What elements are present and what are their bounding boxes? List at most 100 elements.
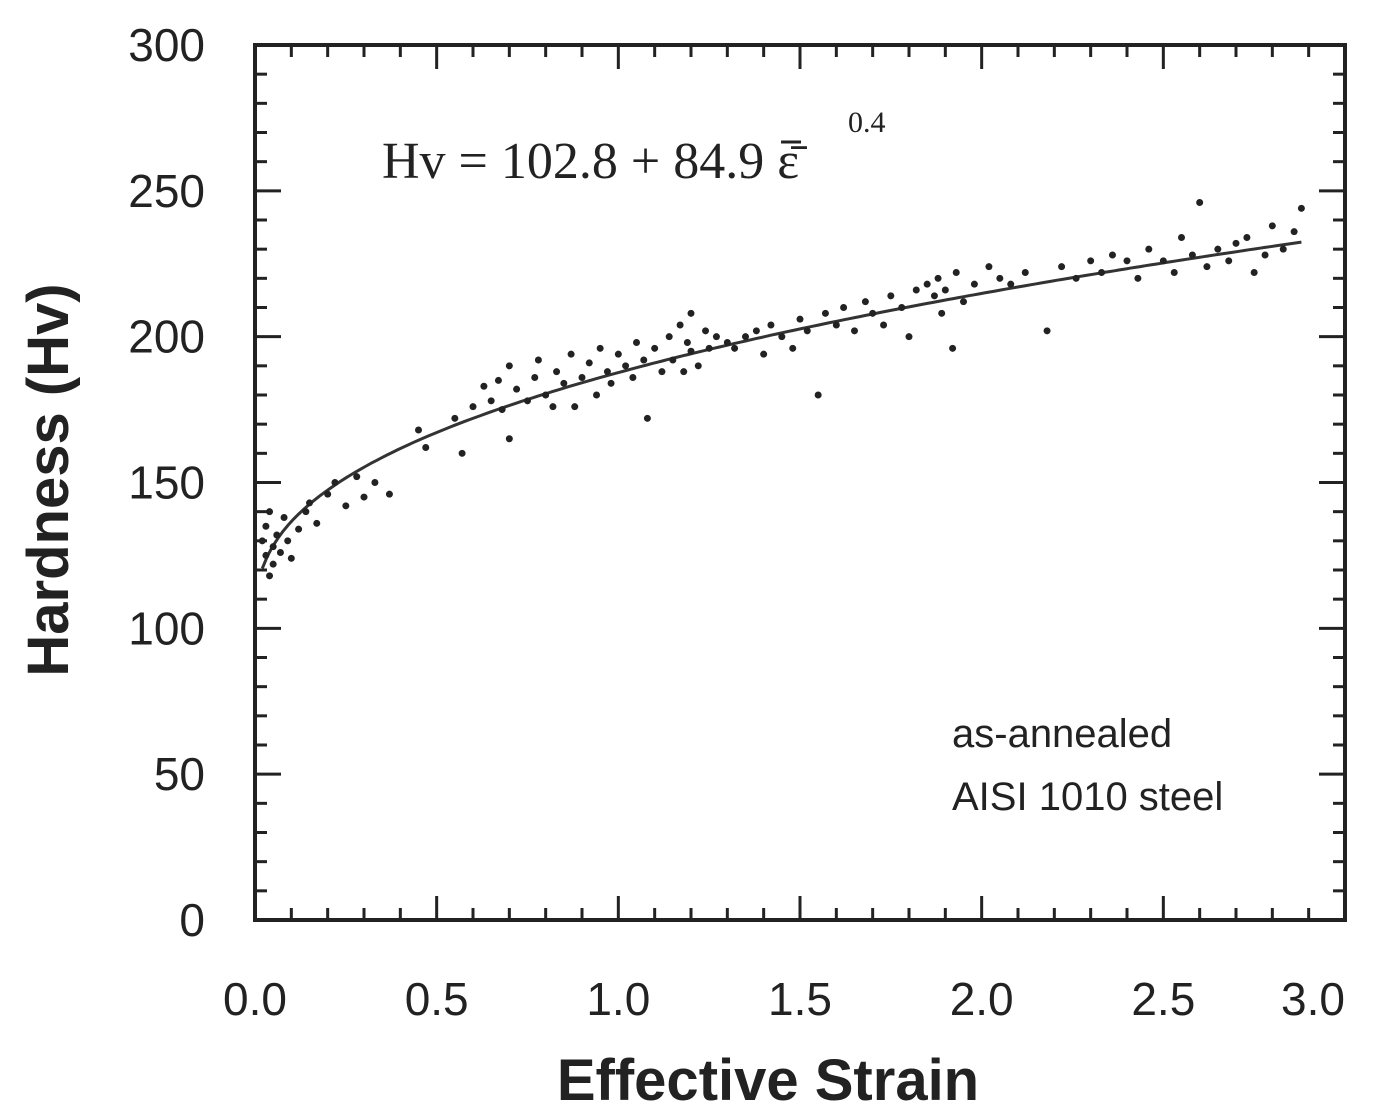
data-point: [1232, 239, 1240, 247]
data-point: [680, 368, 688, 376]
equation-label: Hv = 102.8 + 84.9 ε̄: [382, 133, 807, 190]
data-point: [578, 374, 586, 381]
data-point: [1290, 228, 1298, 236]
data-point: [302, 508, 310, 516]
data-point: [851, 327, 858, 335]
data-point: [930, 292, 938, 300]
data-point: [360, 493, 368, 501]
data-point: [487, 397, 495, 405]
annotation-line-2: AISI 1010 steel: [952, 775, 1223, 819]
data-point: [549, 403, 557, 411]
data-point: [869, 309, 877, 317]
data-point: [371, 479, 379, 486]
x-tick-label: 1.0: [586, 973, 650, 1025]
data-point: [287, 554, 295, 562]
data-point: [832, 321, 840, 329]
data-point: [480, 382, 488, 390]
data-point: [1170, 269, 1178, 276]
data-point: [760, 350, 768, 358]
data-point: [306, 499, 313, 507]
data-point: [633, 339, 640, 346]
data-point: [1268, 222, 1276, 230]
data-point: [1225, 257, 1233, 265]
data-point: [934, 274, 942, 282]
data-point: [269, 543, 277, 551]
data-point: [938, 309, 946, 317]
data-point: [803, 327, 811, 335]
data-point: [712, 333, 720, 341]
data-point: [898, 304, 906, 311]
data-points: [258, 199, 1305, 580]
data-point: [669, 356, 677, 364]
y-tick-label: 150: [128, 457, 205, 509]
data-point: [880, 321, 888, 329]
data-point: [796, 315, 804, 323]
data-point: [295, 525, 303, 533]
data-point: [742, 333, 749, 341]
data-point: [331, 479, 339, 486]
data-point: [702, 327, 710, 335]
data-point: [531, 374, 539, 381]
data-point: [1196, 199, 1204, 206]
data-point: [1087, 257, 1095, 265]
data-point: [593, 391, 601, 399]
data-point: [985, 263, 993, 271]
y-tick-label: 200: [128, 311, 205, 363]
fit-curve: [260, 240, 1302, 569]
data-point: [705, 344, 713, 352]
data-point: [266, 572, 274, 580]
data-point: [683, 339, 691, 346]
y-tick-labels: 0 50 100 150 200 250 300: [128, 19, 205, 946]
data-point: [534, 356, 542, 364]
data-point: [567, 350, 575, 358]
data-point: [513, 385, 521, 393]
data-point: [949, 344, 957, 352]
data-point: [324, 490, 332, 498]
data-point: [1297, 204, 1305, 212]
data-point: [553, 368, 561, 376]
data-point: [752, 327, 760, 335]
y-tick-label: 300: [128, 19, 205, 71]
data-point: [1108, 251, 1116, 259]
data-point: [643, 414, 651, 422]
data-point: [266, 508, 274, 516]
data-point: [731, 344, 739, 352]
data-point: [723, 339, 731, 346]
y-tick-label: 0: [179, 894, 205, 946]
y-tick-label: 100: [128, 602, 205, 654]
data-point: [273, 531, 281, 539]
equation-exponent: 0.4: [848, 106, 886, 139]
data-point: [941, 286, 949, 294]
data-point: [1279, 245, 1287, 253]
data-point: [1058, 263, 1066, 271]
data-point: [814, 391, 822, 399]
data-point: [451, 414, 459, 422]
data-point: [585, 359, 593, 367]
data-point: [912, 286, 920, 294]
y-tick-label: 50: [154, 748, 205, 800]
data-point: [269, 560, 277, 568]
data-point: [1261, 251, 1269, 259]
x-tick-labels: 0.0 0.5 1.0 1.5 2.0 2.5 3.0: [223, 973, 1345, 1025]
data-point: [767, 321, 775, 329]
data-point: [1214, 245, 1222, 253]
data-point: [651, 344, 659, 352]
data-point: [923, 280, 931, 288]
data-point: [276, 549, 284, 556]
data-point: [970, 280, 978, 288]
data-point: [687, 309, 695, 317]
data-point: [1043, 327, 1051, 335]
data-point: [1007, 280, 1015, 288]
data-point: [960, 298, 967, 306]
data-point: [284, 537, 292, 545]
data-point: [658, 368, 666, 376]
data-point: [1250, 269, 1258, 276]
data-point: [524, 397, 531, 405]
data-point: [1145, 245, 1153, 253]
data-point: [342, 502, 350, 510]
x-tick-label: 2.0: [950, 973, 1014, 1025]
data-point: [1072, 274, 1080, 282]
x-tick-label: 3.0: [1281, 973, 1345, 1025]
data-point: [840, 304, 848, 311]
